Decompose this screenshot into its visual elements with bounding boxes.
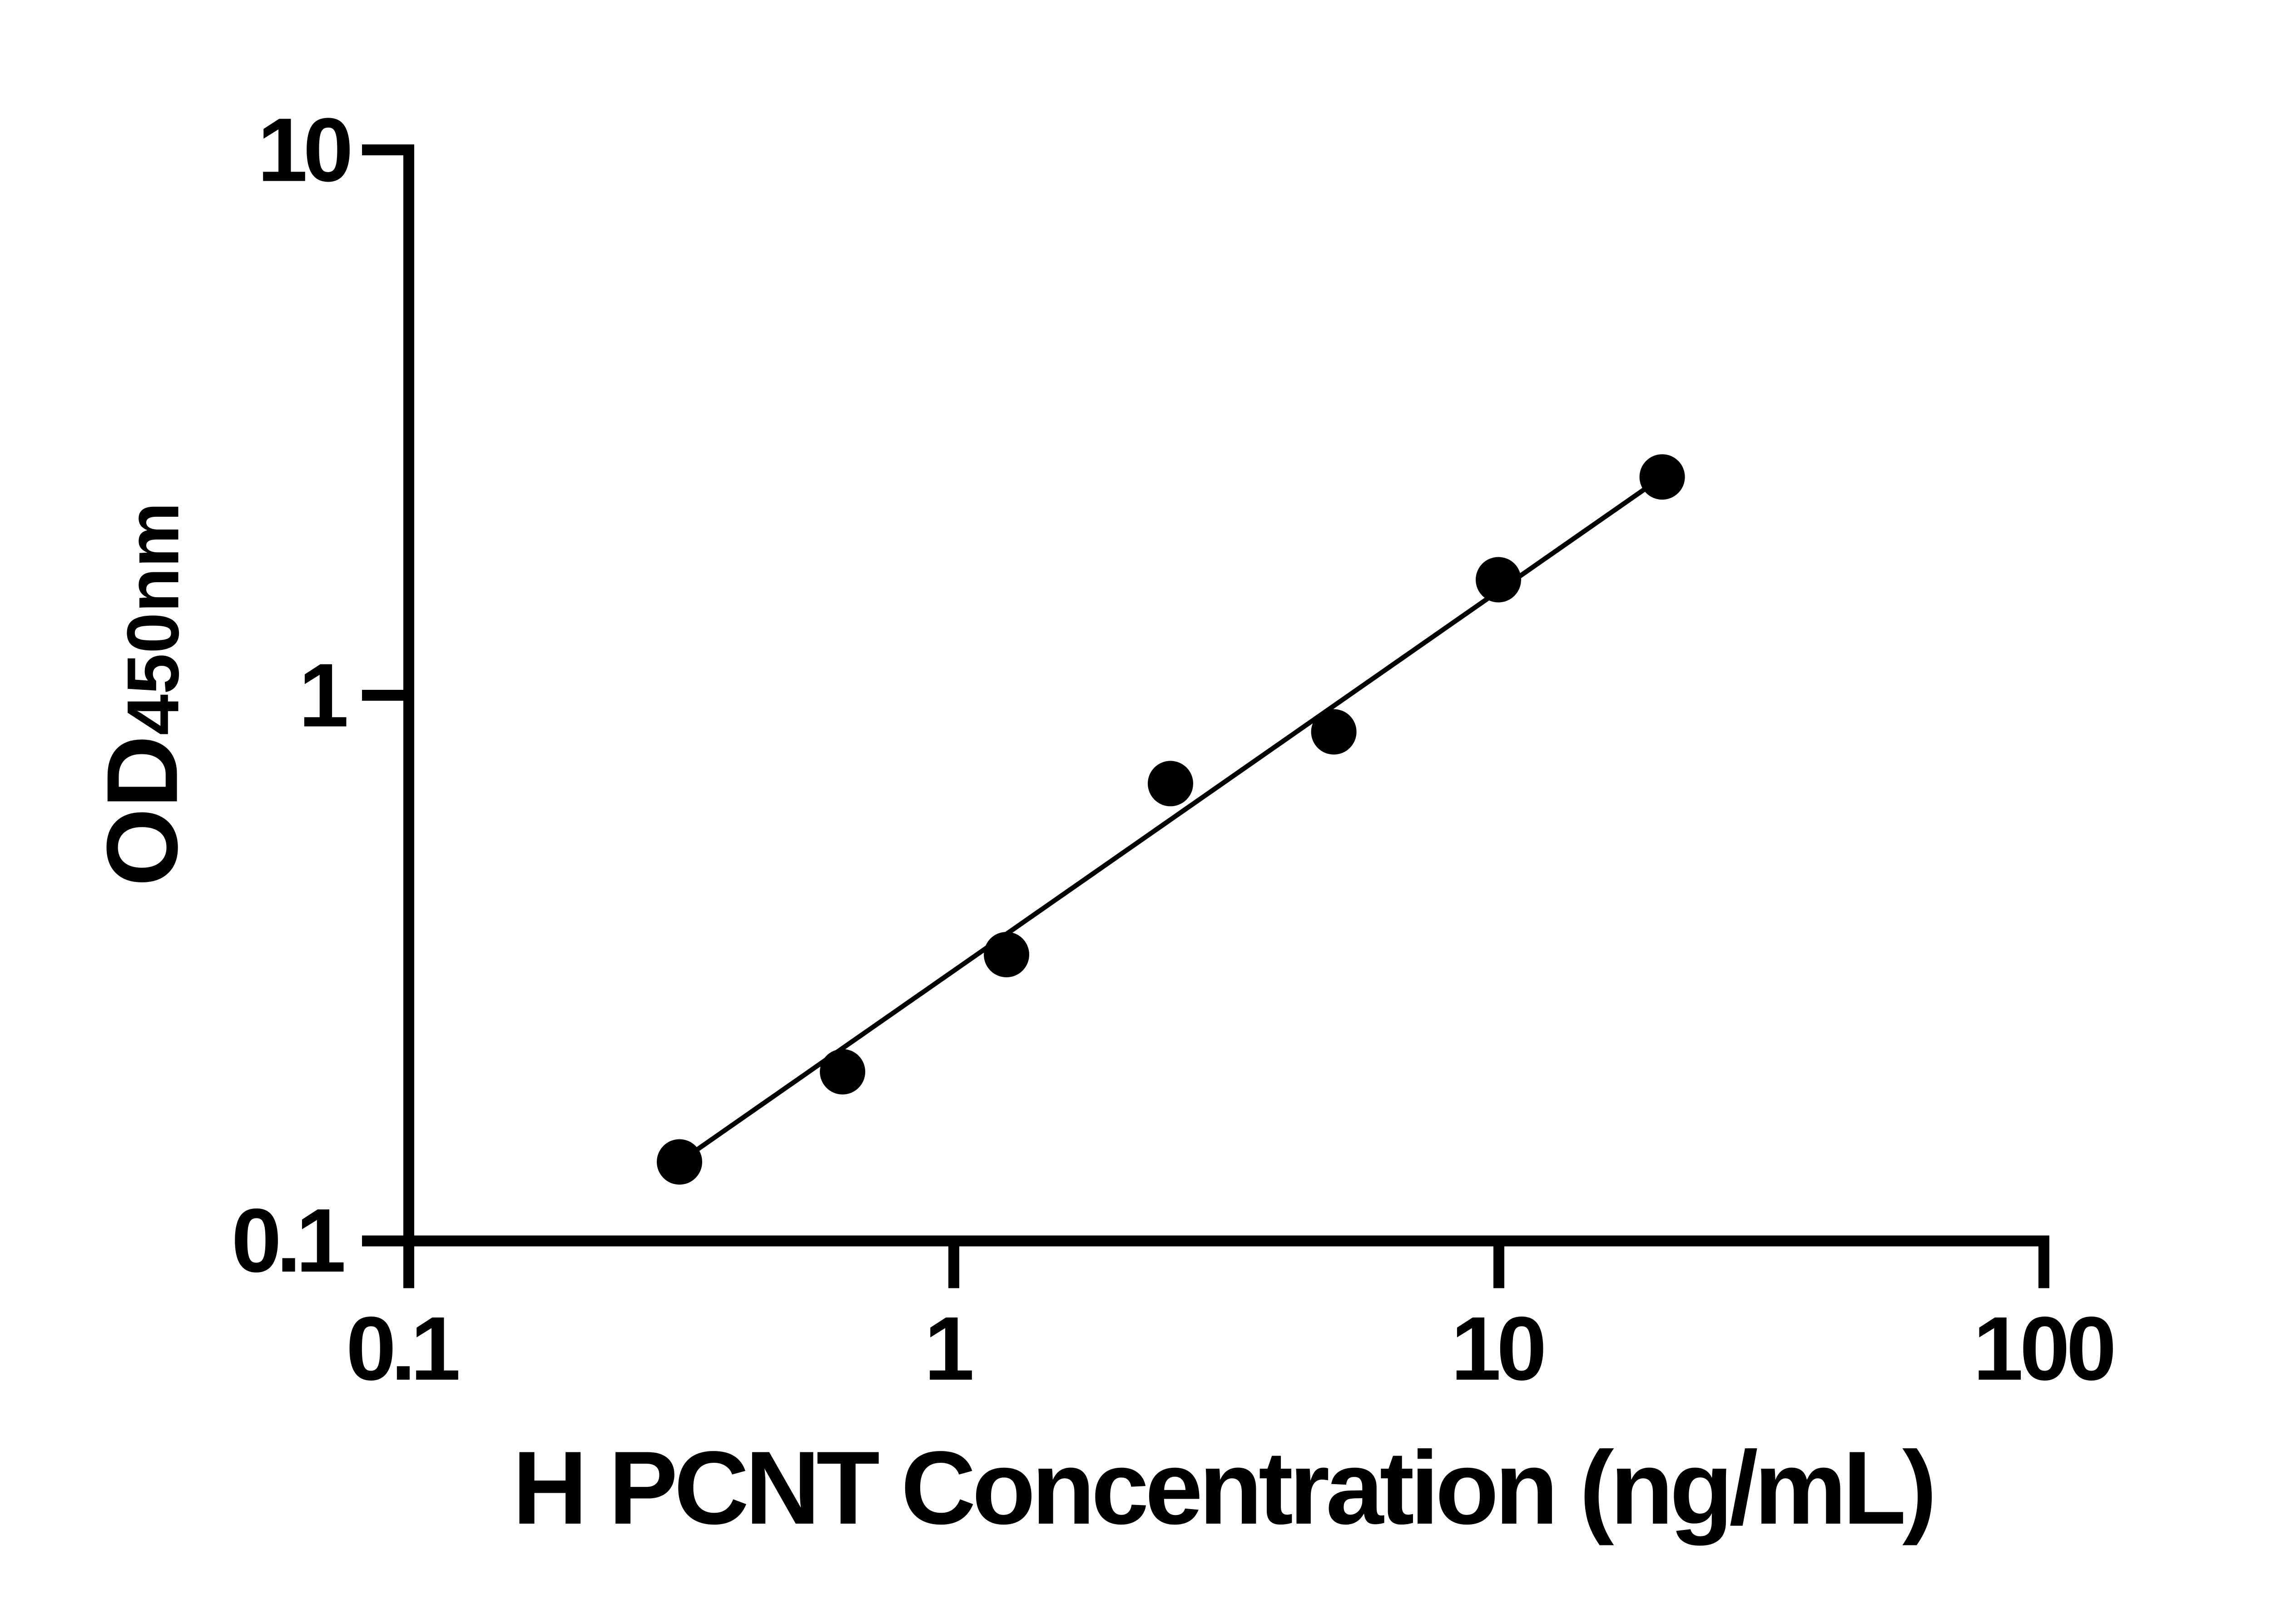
svg-text:0.1: 0.1 — [231, 1190, 344, 1291]
svg-text:H PCNT Concentration (ng/mL): H PCNT Concentration (ng/mL) — [512, 1430, 1933, 1546]
svg-text:10: 10 — [1451, 1298, 1543, 1399]
svg-text:0.1: 0.1 — [346, 1298, 459, 1399]
svg-text:1: 1 — [298, 645, 349, 746]
svg-text:100: 100 — [1973, 1298, 2113, 1399]
svg-text:1: 1 — [924, 1298, 975, 1399]
svg-text:10: 10 — [258, 100, 350, 201]
